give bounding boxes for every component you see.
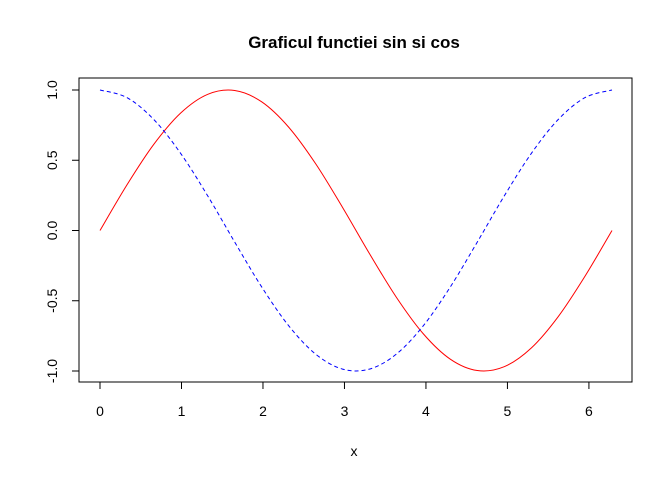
- x-tick-label: 6: [585, 403, 593, 419]
- series-line-1: [99, 89, 613, 372]
- y-tick-label: 1.0: [44, 80, 60, 100]
- series-line-0: [99, 89, 613, 372]
- x-axis-label: x: [351, 443, 358, 459]
- y-tick-label: -0.5: [44, 288, 60, 312]
- x-tick-label: 1: [178, 403, 186, 419]
- x-tick-label: 4: [422, 403, 430, 419]
- x-tick-label: 5: [504, 403, 512, 419]
- y-tick-label: 0.0: [44, 221, 60, 241]
- y-tick-label: 0.5: [44, 150, 60, 170]
- y-tick-label: -1.0: [44, 359, 60, 383]
- x-tick-label: 0: [96, 403, 104, 419]
- data-series: [99, 89, 613, 372]
- x-tick-label: 3: [341, 403, 349, 419]
- y-axis: -1.0 -0.5 0.0 0.5 1.0: [44, 80, 80, 383]
- x-axis: 0 1 2 3 4 5 6: [96, 381, 593, 419]
- x-tick-label: 2: [259, 403, 267, 419]
- chart-title: Graficul functiei sin si cos: [248, 33, 460, 52]
